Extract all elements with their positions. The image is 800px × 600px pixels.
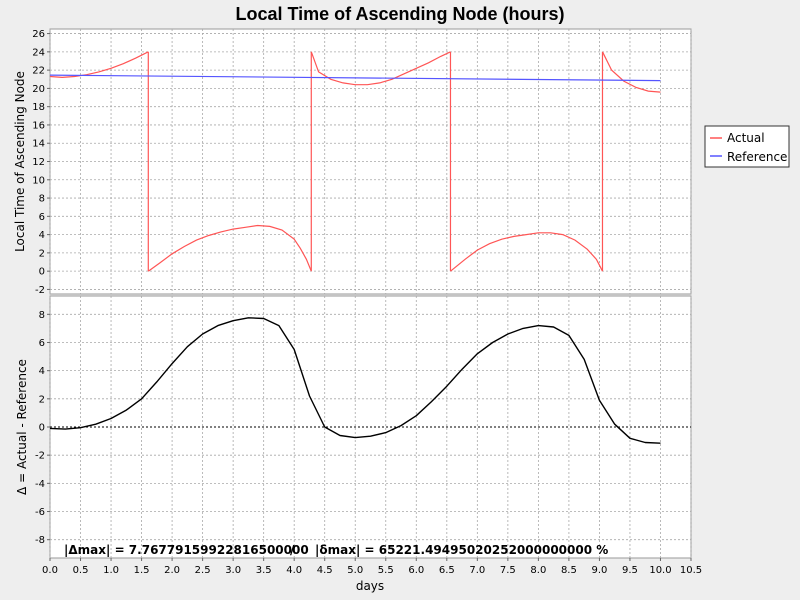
top-y-tick-label: 14 xyxy=(32,139,45,150)
x-tick-label: 8.0 xyxy=(530,565,546,576)
legend: Actual Reference xyxy=(704,125,790,168)
x-tick-label: 3.0 xyxy=(225,565,241,576)
x-tick-label: 0.5 xyxy=(73,565,89,576)
top-y-tick-label: 20 xyxy=(32,84,45,95)
top-y-tick-label: 18 xyxy=(32,102,45,113)
top-y-tick-label: 0 xyxy=(39,267,45,278)
bottom-y-tick-label: 0 xyxy=(39,423,45,434)
x-tick-label: 4.5 xyxy=(317,565,333,576)
legend-actual-label: Actual xyxy=(727,131,765,145)
actual-line-segment xyxy=(49,51,149,79)
x-tick-label: 10.0 xyxy=(649,565,671,576)
top-y-tick-label: 12 xyxy=(32,157,45,168)
actual-line-segment xyxy=(147,224,312,272)
reference-line-segment xyxy=(49,74,661,82)
x-tick-label: 10.5 xyxy=(680,565,702,576)
delta-line xyxy=(49,317,661,444)
x-tick-label: 2.0 xyxy=(164,565,180,576)
bottom-y-tick-label: -4 xyxy=(35,479,45,490)
x-tick-label: 9.0 xyxy=(591,565,607,576)
x-tick-label: 5.0 xyxy=(347,565,363,576)
top-y-tick-label: 22 xyxy=(32,66,45,77)
top-y-tick-label: 2 xyxy=(39,248,45,259)
top-grid xyxy=(49,29,692,294)
x-tick-label: 1.0 xyxy=(103,565,119,576)
bottom-plot: -8 -6 -4 -2 0 2 4 6 8 0.0 0.5 1.0 1.5 2.0 2.5 3.0 3.5 4.… xyxy=(15,295,702,593)
delta-max-annotation: |Δmax| = 7.76779159922816500000 xyxy=(64,543,309,557)
bottom-grid xyxy=(49,296,692,558)
x-tick-label: 8.5 xyxy=(561,565,577,576)
bottom-y-tick-label: -2 xyxy=(35,451,45,462)
top-y-tick-label: 6 xyxy=(39,212,45,223)
x-tick-label: 5.5 xyxy=(378,565,394,576)
actual-line-segment xyxy=(601,51,661,93)
bottom-y-axis-label: Δ = Actual - Reference xyxy=(15,359,29,495)
bottom-series xyxy=(49,317,661,444)
bottom-y-tick-label: 2 xyxy=(39,394,45,405)
top-y-axis-label: Local Time of Ascending Node xyxy=(13,71,27,252)
x-tick-label: 3.5 xyxy=(256,565,272,576)
x-axis-label: days xyxy=(356,579,384,593)
bottom-y-tick-label: -6 xyxy=(35,507,45,518)
actual-line-segment xyxy=(310,51,451,86)
annotation-separator: / xyxy=(290,543,295,557)
bottom-y-tick-label: 4 xyxy=(39,366,45,377)
top-y-tick-label: -2 xyxy=(35,285,45,296)
bottom-y-tick-label: 8 xyxy=(39,310,45,321)
x-tick-label: 4.0 xyxy=(286,565,302,576)
x-tick-labels: 0.0 0.5 1.0 1.5 2.0 2.5 3.0 3.5 4.0 4.5 5.0 5.5 6.0 6… xyxy=(42,558,702,576)
top-y-tick-label: 8 xyxy=(39,194,45,205)
legend-reference-label: Reference xyxy=(727,150,787,164)
top-y-tick-label: 16 xyxy=(32,120,45,131)
x-tick-label: 6.0 xyxy=(408,565,424,576)
x-tick-label: 7.5 xyxy=(500,565,516,576)
x-tick-label: 6.5 xyxy=(439,565,455,576)
x-tick-label: 1.5 xyxy=(134,565,150,576)
x-tick-label: 7.0 xyxy=(469,565,485,576)
top-series xyxy=(49,51,661,272)
x-tick-label: 9.5 xyxy=(622,565,638,576)
bottom-y-tick-label: -8 xyxy=(35,535,45,546)
top-y-tick-label: 24 xyxy=(32,47,45,58)
bottom-y-tick-label: 6 xyxy=(39,338,45,349)
actual-line-segment xyxy=(450,232,604,272)
chart-title: Local Time of Ascending Node (hours) xyxy=(235,4,564,24)
top-y-tick-label: 10 xyxy=(32,175,45,186)
bottom-y-tick-labels: -8 -6 -4 -2 0 2 4 6 8 xyxy=(35,310,50,546)
x-tick-label: 2.5 xyxy=(195,565,211,576)
legend-box xyxy=(704,125,790,168)
top-y-tick-label: 26 xyxy=(32,29,45,40)
x-tick-label: 0.0 xyxy=(42,565,58,576)
rel-max-annotation: |δmax| = 65221.49495020252000000000 % xyxy=(315,543,608,557)
top-y-tick-label: 4 xyxy=(39,230,45,241)
